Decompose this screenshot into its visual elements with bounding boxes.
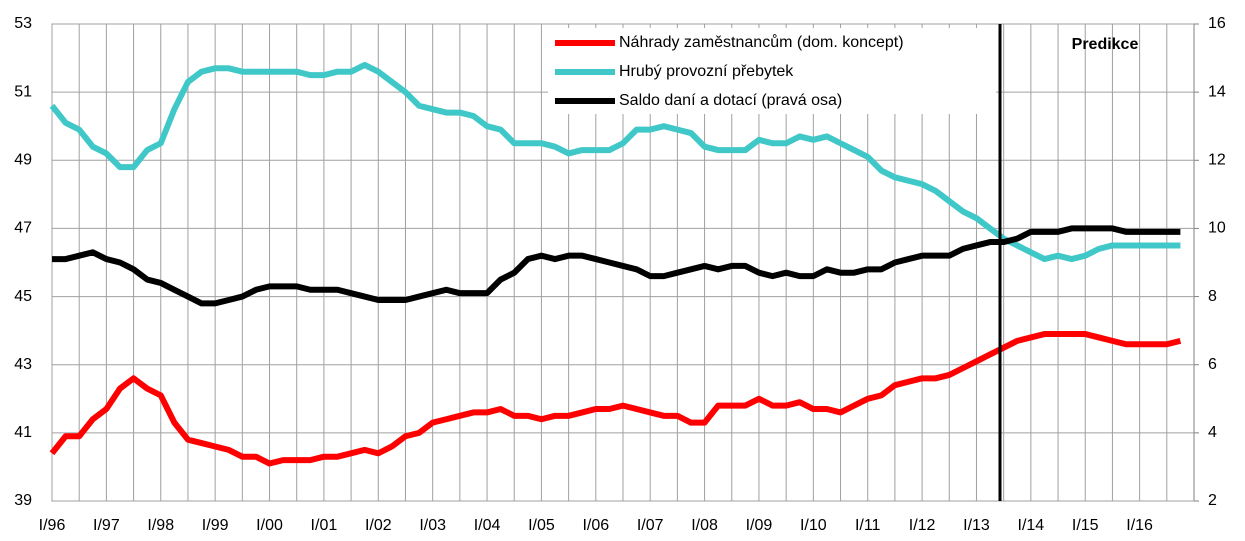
y-tick-label: 41 (14, 424, 32, 441)
y2-tick-label: 10 (1208, 220, 1226, 237)
x-tick-label: I/12 (909, 517, 936, 534)
legend-label: Hrubý provozní přebytek (619, 63, 794, 80)
y2-tick-label: 8 (1208, 288, 1217, 305)
x-tick-label: I/99 (202, 517, 229, 534)
legend-box (548, 28, 996, 114)
x-tick-label: I/09 (746, 517, 773, 534)
y2-tick-label: 12 (1208, 152, 1226, 169)
x-tick-label: I/05 (528, 517, 555, 534)
y2-tick-label: 6 (1208, 356, 1217, 373)
y-tick-label: 49 (14, 152, 32, 169)
y-tick-label: 51 (14, 83, 32, 100)
x-tick-label: I/11 (855, 517, 881, 534)
y-tick-label: 39 (14, 492, 32, 509)
y-tick-label: 45 (14, 288, 32, 305)
x-tick-label: I/97 (93, 517, 120, 534)
x-tick-label: I/06 (582, 517, 609, 534)
x-tick-label: I/13 (963, 517, 990, 534)
x-tick-label: I/08 (691, 517, 718, 534)
x-tick-label: I/16 (1126, 517, 1153, 534)
y2-tick-label: 2 (1208, 492, 1217, 509)
x-tick-label: I/10 (800, 517, 827, 534)
x-tick-label: I/14 (1018, 517, 1045, 534)
y2-tick-label: 4 (1208, 424, 1217, 441)
y2-tick-label: 16 (1208, 15, 1226, 32)
legend-label: Náhrady zaměstnancům (dom. koncept) (619, 33, 904, 51)
legend-label: Saldo daní a dotací (pravá osa) (619, 92, 842, 109)
y2-tick-label: 14 (1208, 83, 1226, 100)
x-tick-label: I/96 (39, 517, 66, 534)
x-tick-label: I/15 (1072, 517, 1099, 534)
annotation: Predikce (1072, 36, 1139, 53)
y-tick-label: 53 (14, 15, 32, 32)
x-tick-label: I/02 (365, 517, 392, 534)
y-tick-label: 43 (14, 356, 32, 373)
x-tick-label: I/01 (311, 517, 338, 534)
series-line (52, 225, 1181, 307)
series-line (49, 331, 1182, 467)
x-tick-label: I/04 (474, 517, 501, 534)
x-tick-label: I/00 (256, 517, 283, 534)
x-tick-label: I/98 (147, 517, 174, 534)
y-tick-label: 47 (14, 220, 32, 237)
x-tick-label: I/03 (419, 517, 446, 534)
x-tick-label: I/07 (637, 517, 664, 534)
series-line (49, 61, 1181, 263)
